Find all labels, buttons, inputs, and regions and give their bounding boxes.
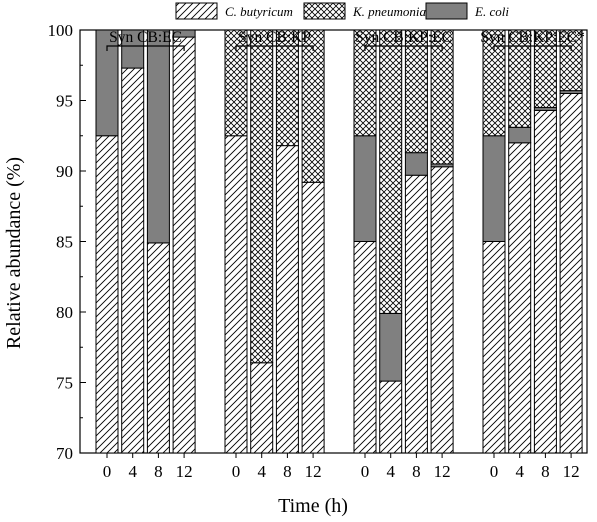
bar-segment-e-coli: [353, 135, 377, 242]
legend-swatch: [175, 2, 218, 20]
bar-segment-k-pneumoniae: [275, 29, 299, 147]
legend: C. butyricum K. pneumoniae E. coli: [175, 2, 509, 20]
bar-segment-k-pneumoniae: [533, 29, 557, 109]
x-tick-label: 12: [305, 462, 322, 481]
legend-label: K. pneumoniae: [352, 4, 432, 19]
bar-segment-c-butyricum: [146, 242, 170, 454]
bar-segment-k-pneumoniae: [404, 29, 428, 154]
y-tick-label: 100: [48, 21, 74, 40]
bar-segment-k-pneumoniae: [224, 29, 248, 137]
bar-segment-k-pneumoniae: [482, 29, 506, 137]
x-tick-label: 12: [176, 462, 193, 481]
bar-segment-e-coli: [95, 29, 119, 137]
bar-segment-e-coli: [379, 312, 403, 382]
y-tick-label: 70: [56, 444, 73, 463]
group-label: Syn CB:EC: [109, 29, 182, 46]
bar-segment-c-butyricum: [275, 145, 299, 454]
bar-segment-c-butyricum: [301, 181, 325, 454]
group-bracket: [364, 45, 443, 51]
legend-swatch: [425, 2, 468, 20]
x-tick-label: 12: [434, 462, 451, 481]
bar-segment-e-coli: [482, 135, 506, 242]
y-tick-label: 90: [56, 162, 73, 181]
x-tick-label: 0: [103, 462, 112, 481]
x-tick-label: 12: [563, 462, 580, 481]
bar-segment-k-pneumoniae: [353, 29, 377, 137]
bar-segment-c-butyricum: [379, 380, 403, 454]
bar-segment-c-butyricum: [430, 166, 454, 454]
group-label: Syn CB:KP:EC*: [480, 29, 585, 46]
bar-segment-e-coli: [121, 29, 145, 69]
x-tick-label: 0: [232, 462, 241, 481]
bar-segment-c-butyricum: [172, 36, 196, 454]
group-label: Syn CB:KP: [238, 29, 311, 46]
x-tick-label: 4: [128, 462, 137, 481]
bar-segment-k-pneumoniae: [559, 29, 583, 92]
bar-segment-c-butyricum: [508, 142, 532, 454]
bar-segment-e-coli: [172, 29, 196, 38]
bar-segment-c-butyricum: [533, 109, 557, 454]
y-tick-label: 95: [56, 92, 73, 111]
bar-segment-c-butyricum: [353, 241, 377, 454]
bar-segment-k-pneumoniae: [379, 29, 403, 314]
x-tick-label: 8: [541, 462, 550, 481]
legend-swatch: [303, 2, 346, 20]
bar-segment-c-butyricum: [95, 135, 119, 454]
x-tick-label: 4: [386, 462, 395, 481]
bar-segment-k-pneumoniae: [250, 29, 274, 364]
x-tick-label: 0: [361, 462, 370, 481]
bar-segment-k-pneumoniae: [508, 29, 532, 128]
x-tick-label: 8: [412, 462, 421, 481]
x-tick-label: 0: [490, 462, 499, 481]
bar-segment-k-pneumoniae: [301, 29, 325, 183]
group-bracket: [106, 45, 185, 51]
bar-segment-e-coli: [146, 29, 170, 244]
bar-segment-c-butyricum: [482, 241, 506, 454]
x-tick-label: 4: [515, 462, 524, 481]
y-tick-label: 75: [56, 374, 73, 393]
x-tick-label: 4: [257, 462, 266, 481]
bar-segment-c-butyricum: [559, 92, 583, 454]
y-tick-label: 80: [56, 303, 73, 322]
bar-segment-c-butyricum: [250, 362, 274, 454]
y-axis-label: Relative abundance (%): [3, 157, 25, 349]
bar-segment-e-coli: [508, 126, 532, 144]
bar-segment-k-pneumoniae: [430, 29, 454, 165]
y-tick-label: 85: [56, 233, 73, 252]
group-bracket: [235, 45, 314, 51]
bar-segment-c-butyricum: [404, 174, 428, 454]
group-bracket: [493, 45, 572, 51]
x-tick-label: 8: [154, 462, 163, 481]
legend-label: C. butyricum: [225, 4, 293, 19]
group-label: Syn CB:KP:EC: [355, 29, 452, 46]
legend-label: E. coli: [474, 4, 509, 19]
bar-segment-c-butyricum: [121, 67, 145, 454]
bars: [95, 29, 583, 454]
bar-segment-e-coli: [404, 152, 428, 176]
x-tick-label: 8: [283, 462, 292, 481]
bar-segment-c-butyricum: [224, 135, 248, 454]
x-axis-label: Time (h): [278, 495, 348, 517]
